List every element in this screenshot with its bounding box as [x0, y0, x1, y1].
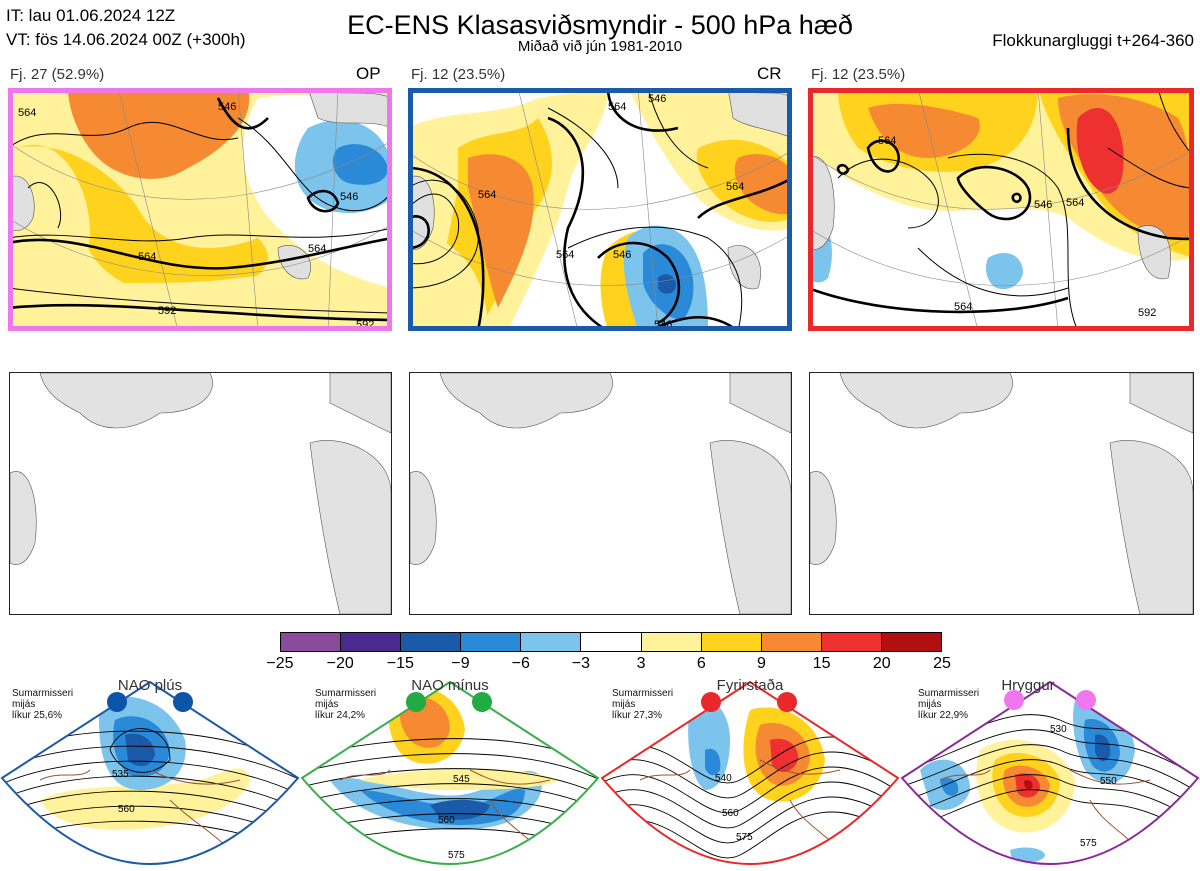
regime-1-outline [0, 680, 300, 865]
contour-label: 560 [722, 808, 739, 819]
cluster-2-label: Fj. 12 (23.5%) [411, 66, 506, 83]
regime-2-title: NAO mínus [411, 677, 489, 694]
colorbar-tick: 15 [812, 655, 831, 672]
contour-label: 592 [1138, 307, 1156, 319]
colorbar-tick: −20 [326, 655, 354, 672]
contour-label: 564 [726, 181, 744, 193]
regime-2-dot-left [406, 692, 426, 712]
contour-label: 560 [118, 804, 135, 815]
colorbar-segment [641, 633, 702, 651]
cluster-3-map: 564 564 546 564 592 [808, 88, 1194, 331]
regime-3-fan: 540 560 575 [600, 680, 900, 865]
colorbar-segment [401, 633, 462, 651]
regime-3-season: Sumarmisseri mijás líkur 27,3% [612, 688, 674, 721]
regime-4-outline [900, 680, 1200, 865]
colorbar-segment [521, 633, 582, 651]
contour-label: 575 [448, 850, 465, 861]
colorbar-segment [761, 633, 822, 651]
contour-label: 530 [1050, 724, 1067, 735]
contour-label: 575 [1080, 838, 1097, 849]
regime-4-title: Hryggur [1001, 677, 1055, 694]
regime-1-dot-left [107, 692, 127, 712]
classification-window: Flokkunargluggi t+264-360 [992, 31, 1194, 50]
regime-1-fan: 535 560 [0, 680, 300, 865]
init-time: IT: lau 01.06.2024 12Z [6, 6, 176, 25]
contour-label: 564 [954, 301, 972, 313]
colorbar-segment [341, 633, 402, 651]
contour-label: 546 [613, 249, 631, 261]
contour-label: 564 [138, 251, 156, 263]
contour-label: 550 [1100, 776, 1117, 787]
colorbar-tick: −25 [266, 655, 294, 672]
colorbar-segment [281, 633, 342, 651]
contour-label: 560 [438, 815, 455, 826]
contour-label: 540 [715, 773, 732, 784]
cluster-3-label: Fj. 12 (23.5%) [811, 66, 906, 83]
cluster-1-anomaly-map [9, 372, 392, 615]
contour-label: 546 [218, 101, 236, 113]
contour-label: 564 [18, 107, 36, 119]
colorbar-tick: 3 [636, 655, 646, 672]
colorbar-segment [581, 633, 642, 651]
regime-3-outline [600, 680, 900, 865]
colorbar [280, 632, 942, 652]
valid-time: VT: fös 14.06.2024 00Z (+300h) [6, 30, 246, 49]
page-subtitle: Miðað við jún 1981-2010 [517, 38, 683, 55]
cluster-1-map: 564 546 564 592 564 546 592 [8, 88, 392, 331]
cluster-1-border [8, 88, 392, 331]
regime-4-season: Sumarmisseri mijás líkur 22,9% [918, 688, 980, 721]
contour-label: 592 [158, 305, 176, 317]
regime-1-title: NAO plús [117, 677, 183, 694]
cluster-1-code: OP [356, 64, 381, 83]
cluster-1-label: Fj. 27 (52.9%) [10, 66, 105, 83]
colorbar-segment [881, 633, 942, 651]
colorbar-tick: 9 [757, 655, 766, 672]
contour-label: 575 [736, 832, 753, 843]
contour-label: 546 [340, 191, 358, 203]
colorbar-tick: −15 [386, 655, 414, 672]
colorbar-tick: 25 [933, 655, 951, 672]
contour-label: 564 [608, 101, 626, 113]
colorbar-segment [821, 633, 882, 651]
contour-label: 564 [1066, 197, 1084, 209]
contour-label: 564 [878, 135, 896, 147]
cluster-2-border [408, 88, 792, 331]
regime-1-season: Sumarmisseri mijás líkur 25,6% [12, 688, 74, 721]
colorbar-tick: −6 [511, 655, 530, 672]
colorbar-tick: −3 [571, 655, 591, 672]
cluster-3-border [808, 88, 1194, 331]
regime-4-dot-left [1004, 690, 1024, 710]
regime-2-season: Sumarmisseri mijás líkur 24,2% [315, 688, 377, 721]
regime-1-dot-right [173, 692, 193, 712]
regime-2-outline [300, 680, 600, 865]
page-title: EC-ENS Klasasviðsmyndir - 500 hPa hæð [347, 10, 853, 40]
contour-label: 564 [478, 189, 496, 201]
contour-label: 545 [453, 774, 470, 785]
regime-3-dot-left [701, 692, 721, 712]
regime-4-fan: 530 550 575 [900, 680, 1200, 865]
regime-3-dot-right [777, 692, 797, 712]
cluster-2-map: 564 546 564 546 564 564 546 [408, 88, 792, 331]
regime-4-dot-right [1076, 690, 1096, 710]
regime-row: 535 560 545 [0, 677, 1200, 871]
regime-3-title: Fyrirstaða [716, 677, 784, 694]
contour-label: 564 [556, 249, 574, 261]
colorbar-segment [701, 633, 762, 651]
regime-2-dot-right [472, 692, 492, 712]
contour-label: 535 [112, 769, 129, 780]
contour-label: 564 [308, 243, 326, 255]
colorbar-tick: 20 [872, 655, 891, 672]
contour-label: 546 [1034, 199, 1052, 211]
colorbar-tick: 6 [696, 655, 706, 672]
cluster-2-code: CR [757, 64, 782, 83]
contour-label: 546 [648, 93, 666, 105]
colorbar-segment [461, 633, 522, 651]
cluster-3-anomaly-map [809, 372, 1194, 615]
colorbar-tick: −9 [451, 655, 470, 672]
cluster-2-anomaly-map [409, 372, 792, 615]
